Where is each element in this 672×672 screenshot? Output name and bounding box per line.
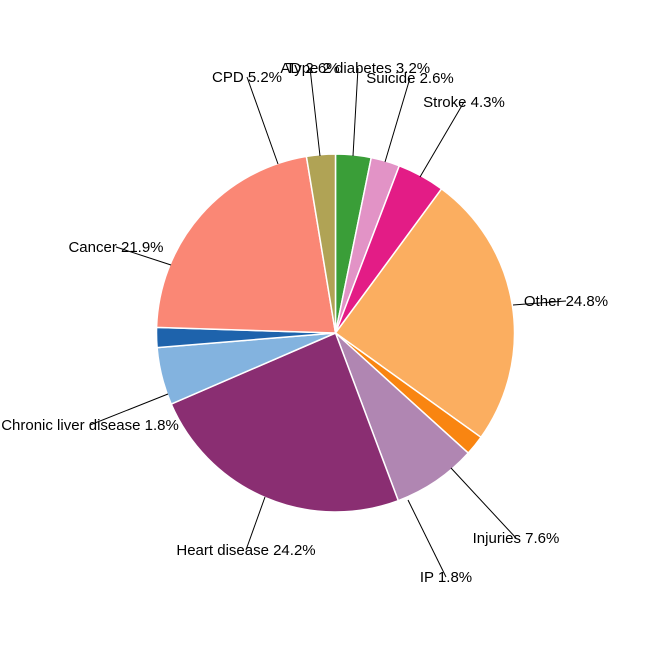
pie-slice-10 — [305, 153, 337, 334]
slice-label-8: Heart disease 24.2% — [176, 542, 315, 559]
leader-line-7 — [407, 499, 447, 578]
leader-line-8 — [245, 496, 266, 551]
leader-line-1 — [309, 67, 321, 157]
slice-label-6: Injuries 7.6% — [473, 530, 560, 547]
leader-line-10 — [115, 246, 172, 266]
slice-label-7: IP 1.8% — [420, 569, 472, 586]
leader-line-5 — [512, 300, 567, 306]
pie-slice-3 — [334, 188, 516, 439]
leader-line-3 — [384, 77, 411, 163]
leader-line-4 — [419, 101, 465, 178]
leader-line-0 — [246, 76, 279, 165]
leader-line-2 — [352, 67, 359, 157]
slice-label-9: Chronic liver disease 1.8% — [1, 417, 179, 434]
leader-line-6 — [450, 467, 517, 539]
pie-slice-9 — [155, 155, 337, 334]
pie-slice-6 — [170, 332, 399, 513]
leader-lines — [89, 67, 567, 578]
leader-line-9 — [89, 393, 169, 426]
